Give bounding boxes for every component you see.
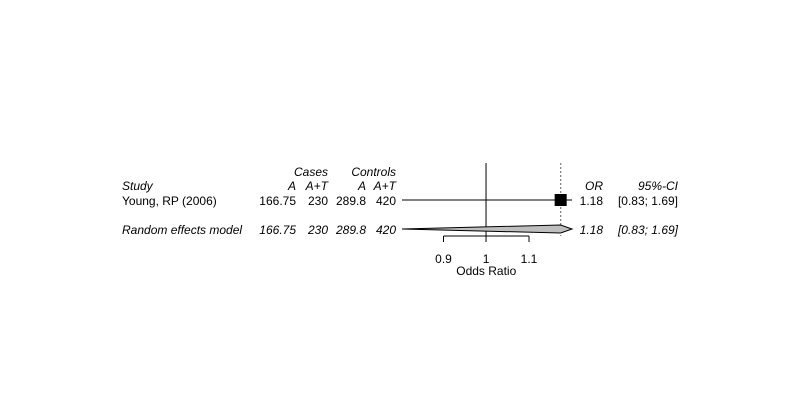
study-controls-at: 420 (376, 194, 396, 208)
pooled-cases-at: 230 (307, 223, 328, 237)
x-tick-label-2: 1.1 (521, 252, 538, 266)
pooled-cases-a: 166.75 (259, 223, 296, 237)
header-cases: Cases (294, 165, 328, 179)
x-tick-label-0: 0.9 (435, 252, 452, 266)
study-effect-square (554, 194, 567, 206)
header-controls: Controls (351, 165, 396, 179)
x-axis-title: Odds Ratio (456, 264, 516, 278)
header-controls-a: A (357, 179, 366, 193)
study-or-value: 1.18 (580, 194, 604, 208)
pooled-controls-a: 289.8 (335, 223, 366, 237)
header-study: Study (122, 179, 154, 193)
pooled-controls-at: 420 (376, 223, 396, 237)
header-ci: 95%-CI (638, 179, 679, 193)
x-tick-label-1: 1 (483, 252, 490, 266)
study-ci-value: [0.83; 1.69] (618, 194, 678, 208)
pooled-or-value: 1.18 (580, 223, 604, 237)
header-or: OR (585, 179, 603, 193)
study-label: Young, RP (2006) (122, 194, 217, 208)
pooled-effect-diamond (401, 224, 574, 234)
study-controls-a: 289.8 (336, 194, 366, 208)
pooled-label: Random effects model (122, 223, 242, 237)
header-cases-a: A (287, 179, 296, 193)
x-axis-ticks: 0.9 1 1.1 (435, 236, 538, 266)
pooled-ci-value: [0.83; 1.69] (617, 223, 679, 237)
header-cases-at: A+T (305, 179, 330, 193)
study-cases-a: 166.75 (259, 194, 296, 208)
study-cases-at: 230 (308, 194, 328, 208)
header-controls-at: A+T (373, 179, 398, 193)
